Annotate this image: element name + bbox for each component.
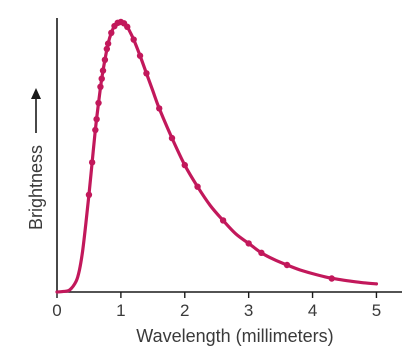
data-point <box>219 217 227 224</box>
data-point <box>101 56 109 63</box>
x-tick-label: 2 <box>180 301 189 320</box>
data-point <box>124 23 131 31</box>
data-point <box>156 105 163 112</box>
data-point <box>99 67 107 74</box>
data-point <box>103 45 111 53</box>
x-ticks: 0 1 2 3 4 5 <box>52 292 381 320</box>
data-point <box>283 261 291 269</box>
data-point <box>104 40 112 47</box>
up-arrow-icon <box>31 88 41 133</box>
data-point <box>85 191 93 198</box>
data-point <box>98 75 105 82</box>
axes <box>56 18 402 293</box>
points-layer <box>85 18 335 282</box>
data-point <box>245 240 252 247</box>
data-point <box>181 161 188 169</box>
y-axis-title-group: Brightness <box>26 88 46 230</box>
y-axis-label: Brightness <box>26 145 46 230</box>
data-point <box>194 183 201 190</box>
data-point <box>93 116 100 123</box>
x-tick-label: 4 <box>308 301 317 320</box>
data-point <box>95 99 102 107</box>
data-point <box>88 159 96 166</box>
data-point <box>130 36 137 43</box>
data-point <box>168 134 176 142</box>
x-axis-label: Wavelength (millimeters) <box>136 326 333 346</box>
x-tick-label: 1 <box>116 301 125 320</box>
data-point <box>136 52 144 59</box>
data-point <box>92 126 99 134</box>
data-point <box>328 275 335 282</box>
x-tick-label: 3 <box>244 301 253 320</box>
x-tick-label: 5 <box>372 301 381 320</box>
data-point <box>143 70 150 77</box>
data-point <box>97 83 104 91</box>
data-point <box>108 29 115 36</box>
x-tick-label: 0 <box>52 301 61 320</box>
data-point <box>258 249 265 257</box>
